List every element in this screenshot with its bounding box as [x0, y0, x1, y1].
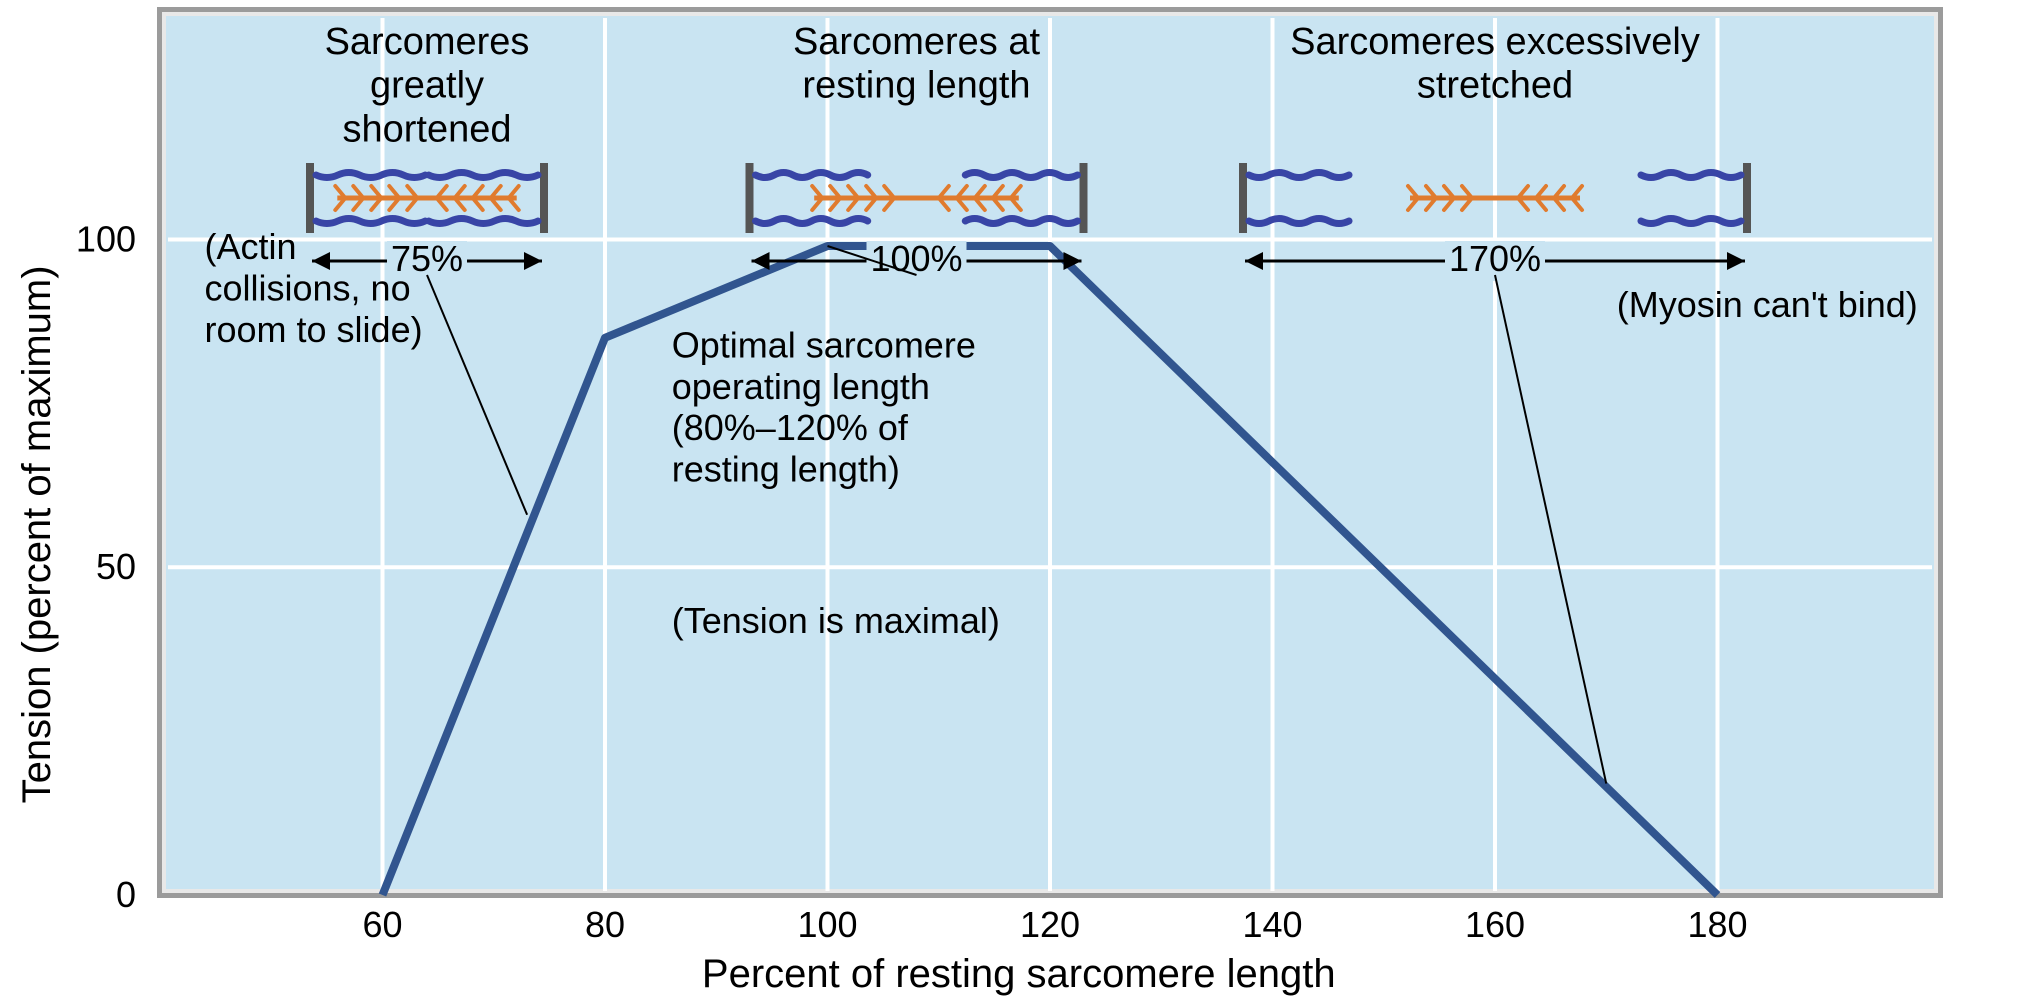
xtick-label: 100 — [797, 904, 857, 945]
xtick-label: 60 — [362, 904, 402, 945]
xtick-label: 160 — [1465, 904, 1525, 945]
xtick-label: 180 — [1687, 904, 1747, 945]
xtick-label: 80 — [585, 904, 625, 945]
note-tension-maximal: (Tension is maximal) — [672, 600, 1000, 641]
sarcomere-resting-label: 100% — [870, 238, 962, 279]
y-axis-label: Tension (percent of maximum) — [15, 265, 59, 803]
sarcomere-stretched-label: 170% — [1449, 238, 1541, 279]
note-myosin-cant-bind: (Myosin can't bind) — [1617, 284, 1918, 325]
ytick-label: 50 — [96, 546, 136, 587]
xtick-label: 140 — [1242, 904, 1302, 945]
ytick-label: 100 — [76, 218, 136, 259]
xtick-label: 120 — [1020, 904, 1080, 945]
header-resting: Sarcomeres atresting length — [793, 21, 1041, 107]
x-axis-label: Percent of resting sarcomere length — [702, 952, 1336, 996]
ytick-label: 0 — [116, 874, 136, 915]
